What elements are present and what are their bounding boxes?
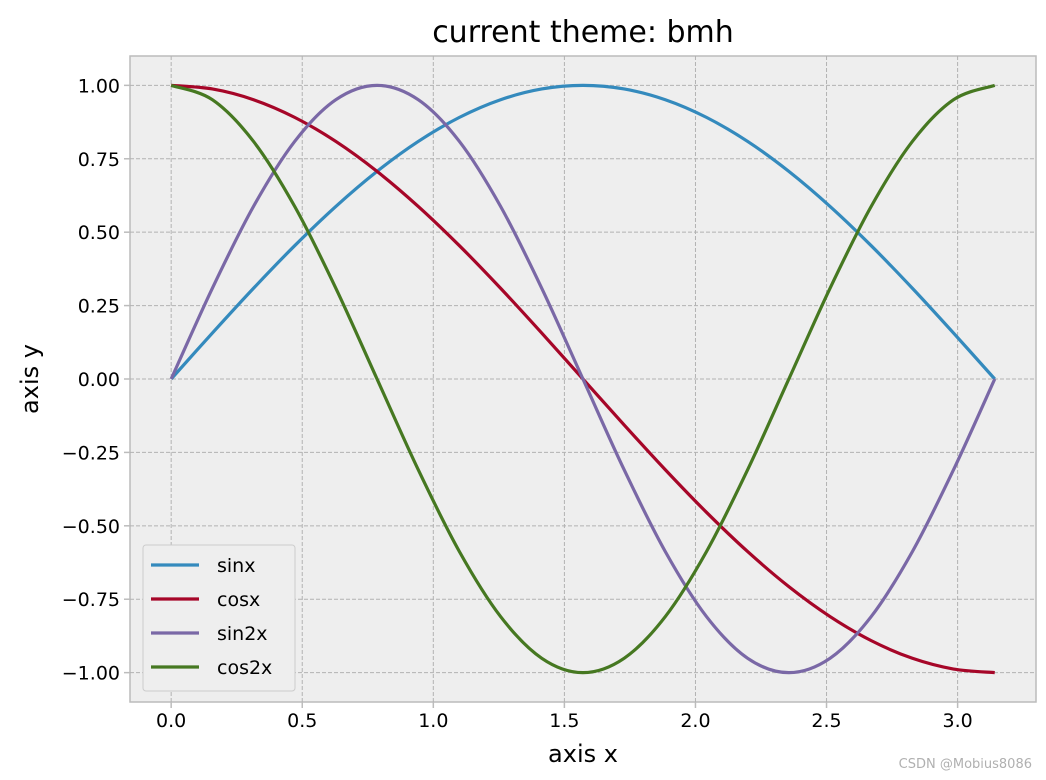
y-tick-label: 0.50: [78, 222, 120, 244]
legend: sinx cosx sin2x cos2x: [142, 544, 296, 692]
legend-box: [142, 544, 296, 692]
x-tick-label: 1.0: [418, 710, 448, 732]
x-tick-label: 0.5: [287, 710, 317, 732]
legend-label-cos2x: cos2x: [217, 657, 272, 679]
y-tick-label: 0.75: [78, 149, 120, 171]
series-line-sin2x: [169, 83, 997, 675]
x-tick-label: 3.0: [943, 710, 973, 732]
legend-label-cosx: cosx: [217, 589, 260, 611]
series-layer: [169, 83, 997, 675]
y-tick-label: −0.75: [62, 589, 120, 611]
x-axis-ticks: 0.0 0.5 1.0 1.5 2.0 2.5 3.0: [156, 702, 973, 732]
legend-label-sin2x: sin2x: [217, 623, 268, 645]
x-tick-label: 2.5: [811, 710, 841, 732]
x-tick-label: 2.0: [680, 710, 710, 732]
y-tick-label: 0.00: [78, 369, 120, 391]
x-axis-label: axis x: [548, 740, 618, 768]
y-tick-label: 1.00: [78, 75, 120, 97]
legend-label-sinx: sinx: [217, 555, 255, 577]
y-tick-label: −0.25: [62, 442, 120, 464]
series-line-sinx: [169, 83, 996, 381]
watermark: CSDN @Mobius8086: [898, 757, 1032, 772]
x-tick-label: 0.0: [156, 710, 186, 732]
x-tick-label: 1.5: [549, 710, 579, 732]
series-line-cos2x: [170, 83, 996, 675]
y-axis-label: axis y: [16, 344, 44, 414]
y-tick-label: −0.50: [62, 516, 120, 538]
y-tick-label: −1.00: [62, 663, 120, 685]
y-tick-label: 0.25: [78, 296, 120, 318]
chart-title: current theme: bmh: [432, 15, 734, 50]
y-axis-ticks: 1.00 0.75 0.50 0.25 0.00 −0.25 −0.50 −0.75 −1.00: [62, 75, 130, 685]
